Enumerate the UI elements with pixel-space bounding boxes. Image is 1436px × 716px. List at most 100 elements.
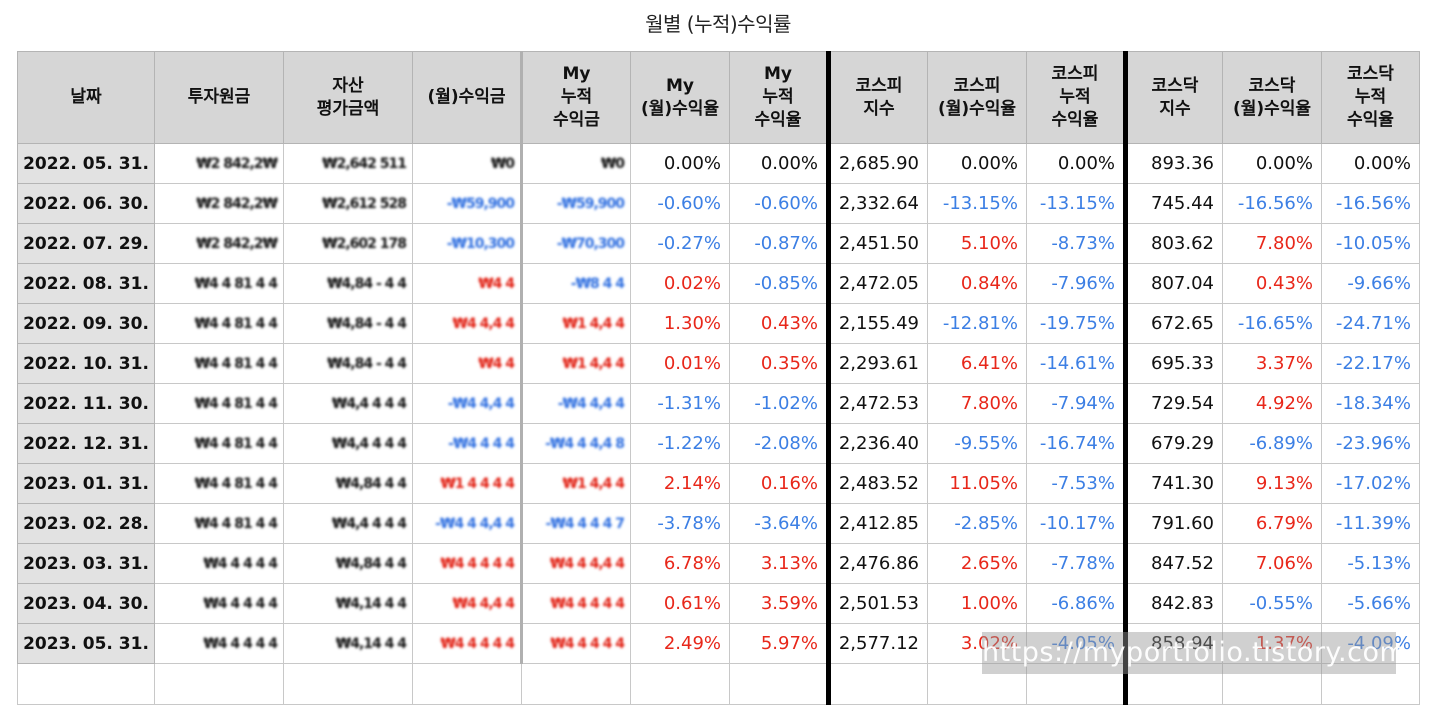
kospi-cum-cell: -19.75%: [1026, 303, 1126, 344]
kospi-cum-cell: -7.53%: [1026, 463, 1126, 504]
page-title: 월별 (누적)수익률: [645, 12, 791, 36]
kospi-cum-cell: -7.94%: [1026, 383, 1126, 424]
masked-value: ₩2 842,2₩: [196, 196, 278, 212]
masked-value: ₩4 4 4 4 4: [440, 556, 515, 572]
table-row: 2023. 05. 31. ₩4 4 4 4 4 ₩4,14 4 4 ₩4 4 4 4…: [17, 623, 1420, 664]
principal-cell: ₩4 4 4 4 4: [154, 543, 284, 584]
my-cum-rate-cell: -0.60%: [729, 183, 829, 224]
my-cum-rate-cell: 3.59%: [729, 583, 829, 624]
header-my-monthly-rate: My (월)수익율: [630, 51, 730, 144]
kosdaq-monthly-cell: 0.43%: [1222, 263, 1322, 304]
kospi-cum-cell: -8.73%: [1026, 223, 1126, 264]
kospi-cum-cell: -6.86%: [1026, 583, 1126, 624]
masked-value: ₩2 842,2₩: [196, 236, 278, 252]
kosdaq-index-cell: 858.94: [1123, 623, 1223, 664]
masked-value: ₩1 4,4 4: [562, 476, 625, 492]
masked-value: ₩4 4,4 4: [452, 316, 515, 332]
kospi-cum-cell: -10.17%: [1026, 503, 1126, 544]
kosdaq-index-cell: 791.60: [1123, 503, 1223, 544]
empty-cell: [154, 663, 284, 705]
my-cum-profit-cell: ₩0: [520, 143, 631, 184]
monthly-profit-cell: ₩4 4 4 4 4: [412, 543, 522, 584]
masked-value: ₩4,84 - 4 4: [327, 316, 407, 332]
table-row: 2022. 07. 29. ₩2 842,2₩ ₩2,602 178 -₩10,300…: [17, 223, 1420, 264]
empty-cell: [412, 663, 522, 705]
my-cum-profit-cell: -₩70,300: [520, 223, 631, 264]
kosdaq-cum-cell: -16.56%: [1321, 183, 1420, 224]
my-cum-rate-cell: 3.13%: [729, 543, 829, 584]
asset-value-cell: ₩4,4 4 4 4: [283, 503, 413, 544]
monthly-profit-cell: -₩10,300: [412, 223, 522, 264]
kosdaq-cum-cell: -5.66%: [1321, 583, 1420, 624]
masked-value: ₩2,642 511: [322, 156, 407, 172]
principal-cell: ₩4 4 81 4 4: [154, 463, 284, 504]
kospi-index-cell: 2,685.90: [826, 143, 928, 184]
kosdaq-index-cell: 729.54: [1123, 383, 1223, 424]
my-cum-rate-cell: -3.64%: [729, 503, 829, 544]
monthly-profit-cell: ₩4 4,4 4: [412, 303, 522, 344]
my-cum-profit-cell: -₩4 4,4 4: [520, 383, 631, 424]
kospi-cum-cell: -16.74%: [1026, 423, 1126, 464]
kospi-monthly-cell: 5.10%: [927, 223, 1027, 264]
principal-cell: ₩4 4 4 4 4: [154, 583, 284, 624]
date-cell: 2022. 12. 31.: [17, 423, 155, 464]
masked-value: ₩4 4: [478, 276, 515, 292]
kospi-index-cell: 2,501.53: [826, 583, 928, 624]
kosdaq-index-cell: 741.30: [1123, 463, 1223, 504]
kospi-index-cell: 2,293.61: [826, 343, 928, 384]
masked-value: -₩70,300: [556, 236, 625, 252]
kosdaq-cum-cell: -18.34%: [1321, 383, 1420, 424]
principal-cell: ₩4 4 81 4 4: [154, 383, 284, 424]
masked-value: -₩4 4 4 4: [448, 436, 515, 452]
monthly-profit-cell: ₩4 4 4 4 4: [412, 623, 522, 664]
masked-value: ₩4,84 - 4 4: [327, 356, 407, 372]
date-cell: 2022. 08. 31.: [17, 263, 155, 304]
masked-value: ₩4 4 81 4 4: [194, 436, 278, 452]
my-cum-profit-cell: -₩4 4 4,4 8: [520, 423, 631, 464]
asset-value-cell: ₩4,14 4 4: [283, 583, 413, 624]
masked-value: ₩4 4 4 4 4: [203, 556, 278, 572]
kosdaq-cum-cell: -24.71%: [1321, 303, 1420, 344]
kosdaq-index-cell: 803.62: [1123, 223, 1223, 264]
monthly-profit-cell: ₩4 4,4 4: [412, 583, 522, 624]
header-date: 날짜: [17, 51, 155, 144]
masked-value: ₩4 4 4 4 4: [440, 636, 515, 652]
empty-cell: [283, 663, 413, 705]
asset-value-cell: ₩2,612 528: [283, 183, 413, 224]
kospi-monthly-cell: 0.84%: [927, 263, 1027, 304]
header-asset-value: 자산 평가금액: [283, 51, 413, 144]
date-cell: 2022. 05. 31.: [17, 143, 155, 184]
my-monthly-rate-cell: 6.78%: [630, 543, 730, 584]
table-row: 2022. 05. 31. ₩2 842,2₩ ₩2,642 511 ₩0 ₩0 0.00…: [17, 143, 1420, 184]
my-monthly-rate-cell: -1.22%: [630, 423, 730, 464]
my-cum-rate-cell: -0.85%: [729, 263, 829, 304]
my-cum-rate-cell: 0.16%: [729, 463, 829, 504]
masked-value: -₩4 4 4,4 8: [545, 436, 625, 452]
my-monthly-rate-cell: -1.31%: [630, 383, 730, 424]
header-principal: 투자원금: [154, 51, 284, 144]
my-monthly-rate-cell: -0.60%: [630, 183, 730, 224]
date-cell: 2022. 09. 30.: [17, 303, 155, 344]
monthly-profit-cell: ₩4 4: [412, 263, 522, 304]
masked-value: ₩4,84 - 4 4: [327, 276, 407, 292]
my-cum-profit-cell: ₩1 4,4 4: [520, 463, 631, 504]
date-cell: 2023. 05. 31.: [17, 623, 155, 664]
asset-value-cell: ₩4,84 4 4: [283, 543, 413, 584]
masked-value: -₩10,300: [446, 236, 515, 252]
kosdaq-monthly-cell: 1.37%: [1222, 623, 1322, 664]
monthly-profit-cell: -₩4 4 4,4 4: [412, 503, 522, 544]
header-my-cum-rate: My 누적 수익율: [729, 51, 829, 144]
monthly-profit-cell: ₩1 4 4 4 4: [412, 463, 522, 504]
masked-value: ₩4 4,4 4: [452, 596, 515, 612]
kosdaq-index-cell: 842.83: [1123, 583, 1223, 624]
date-cell: 2023. 04. 30.: [17, 583, 155, 624]
my-cum-rate-cell: 5.97%: [729, 623, 829, 664]
masked-value: ₩4 4 4 4 4: [550, 636, 625, 652]
monthly-profit-cell: -₩59,900: [412, 183, 522, 224]
kospi-index-cell: 2,155.49: [826, 303, 928, 344]
date-cell: 2023. 03. 31.: [17, 543, 155, 584]
masked-value: ₩4,84 4 4: [335, 556, 407, 572]
kospi-monthly-cell: 11.05%: [927, 463, 1027, 504]
kosdaq-index-cell: 745.44: [1123, 183, 1223, 224]
kosdaq-cum-cell: -5.13%: [1321, 543, 1420, 584]
